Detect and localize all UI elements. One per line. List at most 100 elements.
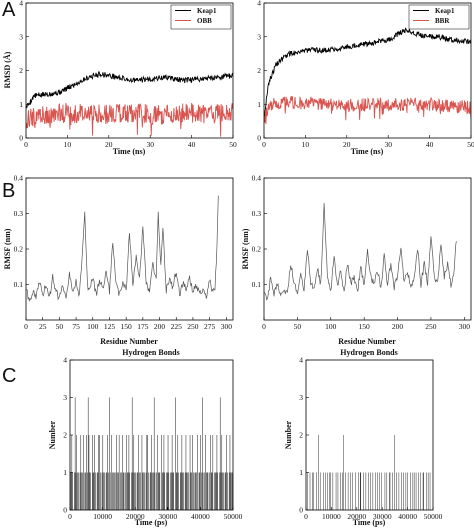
x-tick-label: 300 — [459, 322, 471, 331]
y-tick-label: 0.1 — [252, 280, 262, 289]
plot-area — [26, 195, 219, 302]
x-tick-label: 40 — [188, 140, 196, 149]
y-tick-label: 0 — [63, 506, 67, 515]
y-tick-label: 0 — [257, 134, 261, 143]
chart-title: Hydrogen Bonds — [340, 348, 397, 357]
x-tick-label: 50000 — [224, 512, 243, 521]
panel-letter-a: A — [2, 0, 16, 21]
x-tick-label: 150 — [121, 322, 133, 331]
y-tick-label: 4 — [19, 0, 23, 8]
plot-area — [264, 203, 457, 301]
y-tick-label: 4 — [299, 356, 303, 365]
x-tick-label: 20000 — [347, 512, 366, 521]
x-tick-label: 30 — [146, 140, 154, 149]
x-tick-label: 50000 — [424, 512, 443, 521]
y-tick-label: 2 — [299, 431, 303, 440]
series-line-0 — [264, 203, 457, 301]
x-tick-label: 150 — [359, 322, 371, 331]
x-tick-label: 30 — [384, 140, 392, 149]
x-tick-label: 20000 — [126, 512, 145, 521]
series-line-0 — [26, 195, 219, 302]
y-tick-label: 0.2 — [14, 245, 24, 254]
x-tick-label: 40000 — [398, 512, 417, 521]
y-tick-label: 0 — [19, 134, 23, 143]
series-line-0 — [26, 70, 233, 110]
x-axis-label: Time (ns) — [113, 147, 146, 156]
x-tick-label: 300 — [221, 322, 233, 331]
x-tick-label: 200 — [154, 322, 166, 331]
x-tick-label: 40000 — [191, 512, 210, 521]
y-tick-label: 0.1 — [14, 280, 24, 289]
y-axis-label: RMSF (nm) — [3, 228, 12, 269]
x-tick-label: 30000 — [373, 512, 392, 521]
x-tick-label: 0 — [24, 140, 28, 149]
plot-frame — [25, 177, 234, 321]
x-tick-label: 30000 — [158, 512, 177, 521]
series-line-1 — [26, 102, 233, 137]
y-axis-label: Number — [284, 420, 293, 449]
y-tick-label: 2 — [257, 66, 261, 75]
chart-a-right: Time (ns) 0 10 20 30 40 50 0 1 2 3 4 Keap1 BBR — [257, 0, 474, 156]
x-tick-label: 100 — [325, 322, 337, 331]
x-tick-label: 175 — [137, 322, 149, 331]
y-tick-label: 0.2 — [252, 245, 262, 254]
y-axis-label: RMSF (nm) — [241, 228, 250, 269]
legend-label: BBR — [435, 17, 450, 25]
plot-area — [264, 27, 471, 125]
y-tick-label: 1 — [299, 468, 303, 477]
y-tick-label: 3 — [299, 393, 303, 402]
x-tick-label: 50 — [229, 140, 237, 149]
chart-b-left: Residue Number RMSF (nm) 0 25 50 75 100 125 15… — [3, 174, 234, 346]
x-tick-label: 50 — [56, 322, 64, 331]
y-tick-label: 4 — [63, 356, 67, 365]
y-tick-label: 1 — [257, 100, 261, 109]
x-axis-label: Residue Number — [338, 337, 396, 346]
x-tick-label: 20 — [343, 140, 351, 149]
x-tick-label: 40 — [426, 140, 434, 149]
x-tick-label: 10000 — [93, 512, 112, 521]
legend-label: Keap1 — [435, 7, 455, 15]
panel-letter-c: C — [2, 365, 16, 387]
x-tick-label: 0 — [262, 140, 266, 149]
y-tick-label: 3 — [63, 393, 67, 402]
plot-area — [26, 70, 233, 137]
y-tick-label: 3 — [19, 32, 23, 41]
y-axis-label: RMSD (Å) — [3, 51, 12, 88]
plot-area — [70, 397, 233, 510]
x-tick-label: 0 — [24, 322, 28, 331]
plot-area — [307, 435, 431, 510]
legend-label: Keap1 — [197, 7, 217, 15]
x-axis-label: Time (ns) — [351, 147, 384, 156]
y-tick-label: 1 — [19, 100, 23, 109]
series-line-1 — [264, 95, 471, 125]
x-tick-label: 50 — [294, 322, 302, 331]
y-tick-label: 3 — [257, 32, 261, 41]
chart-c-right: Hydrogen Bonds Time (ps) Number 0 10000 20… — [284, 348, 443, 527]
panel-letter-b: B — [2, 180, 15, 202]
x-tick-label: 250 — [425, 322, 437, 331]
x-axis-label: Time (ps) — [353, 518, 386, 527]
series-line-0 — [264, 27, 471, 123]
x-tick-label: 75 — [72, 322, 80, 331]
chart-a-left: Time (ns) RMSD (Å) 0 10 20 30 40 50 0 1 2 3 4 Keap1… — [3, 0, 237, 156]
y-tick-label: 0.4 — [14, 174, 24, 183]
chart-c-left: Hydrogen Bonds Time (ps) Number 0 10000 20… — [48, 348, 243, 527]
y-tick-label: 0.3 — [252, 209, 262, 218]
x-tick-label: 225 — [171, 322, 183, 331]
x-tick-label: 125 — [104, 322, 116, 331]
x-tick-label: 50 — [467, 140, 474, 149]
chart-title: Hydrogen Bonds — [122, 348, 179, 357]
legend-label: OBB — [197, 17, 212, 25]
y-tick-label: 0.4 — [252, 174, 262, 183]
x-tick-label: 0 — [262, 322, 266, 331]
y-tick-label: 0.3 — [14, 209, 24, 218]
x-tick-label: 100 — [87, 322, 99, 331]
y-tick-label: 1 — [63, 468, 67, 477]
x-tick-label: 200 — [392, 322, 404, 331]
y-tick-label: 0 — [299, 506, 303, 515]
x-tick-label: 20 — [105, 140, 113, 149]
chart-b-right: Residue Number RMSF (nm) 0 50 100 150 200 250… — [241, 174, 472, 346]
x-tick-label: 275 — [204, 322, 216, 331]
y-tick-label: 2 — [63, 431, 67, 440]
